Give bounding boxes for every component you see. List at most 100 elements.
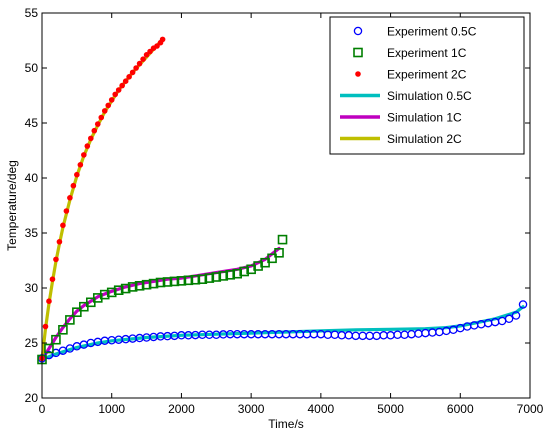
data-point: [99, 289, 110, 300]
data-point: [143, 52, 150, 58]
data-point: [183, 275, 194, 286]
data-point: [70, 182, 77, 189]
data-point: [204, 273, 215, 283]
x-tick-label: 0: [39, 402, 46, 416]
data-point: [65, 315, 75, 325]
data-point: [108, 97, 115, 103]
data-point: [211, 272, 222, 282]
data-point: [63, 208, 70, 214]
series-experiment-1c: [37, 234, 288, 365]
data-point: [176, 276, 187, 286]
data-point: [218, 271, 229, 281]
data-point: [98, 114, 105, 121]
x-axis-label: Time/s: [268, 417, 304, 431]
data-point: [58, 324, 68, 335]
series-layer: [37, 36, 528, 365]
data-point: [67, 195, 73, 201]
data-point: [88, 135, 94, 142]
data-point: [277, 234, 288, 245]
series-experiment-2c: [39, 36, 166, 362]
data-point: [91, 127, 98, 134]
x-tick-label: 1000: [98, 402, 125, 416]
data-point: [147, 48, 153, 55]
data-point: [274, 248, 284, 258]
data-point: [169, 276, 180, 287]
legend-label: Experiment 1C: [387, 46, 467, 60]
legend-label: Experiment 0.5C: [387, 25, 477, 39]
data-point: [148, 278, 159, 289]
data-point: [44, 343, 54, 354]
data-point: [122, 78, 129, 84]
data-point: [72, 307, 82, 318]
data-point: [60, 222, 66, 229]
legend-label: Simulation 1C: [387, 111, 462, 125]
x-tick-label: 2000: [168, 402, 195, 416]
data-point: [159, 36, 166, 43]
x-tick-label: 7000: [517, 402, 544, 416]
data-point: [56, 239, 63, 245]
data-point: [225, 269, 236, 280]
y-tick-label: 20: [25, 391, 39, 405]
x-tick-label: 3000: [238, 402, 265, 416]
y-tick-label: 30: [25, 281, 39, 295]
data-point: [127, 282, 138, 292]
data-point: [105, 102, 112, 109]
data-point: [518, 300, 528, 309]
data-point: [77, 162, 84, 168]
y-tick-label: 25: [25, 336, 39, 350]
legend-swatch: [355, 71, 361, 77]
data-point: [239, 266, 249, 277]
data-point: [133, 65, 139, 71]
series-experiment-0-5c: [37, 300, 528, 363]
y-tick-label: 50: [25, 61, 39, 75]
data-point: [94, 121, 101, 127]
y-axis-label: Temperature/deg: [5, 160, 19, 251]
x-tick-label: 5000: [377, 402, 404, 416]
axis-ticks: 0 1000 2000 3000 4000 5000 6000 7000 20 25 30 35 40 4…: [25, 6, 544, 416]
data-point: [232, 268, 242, 279]
data-point: [113, 285, 124, 296]
data-point: [140, 56, 146, 62]
series-simulation-0-5c: [40, 305, 525, 362]
y-tick-label: 55: [25, 6, 39, 20]
data-point: [162, 277, 173, 287]
series-line: [40, 305, 525, 362]
data-point: [504, 314, 514, 324]
data-point: [115, 87, 122, 93]
data-point: [511, 311, 521, 320]
data-point: [101, 108, 108, 114]
x-tick-label: 6000: [447, 402, 474, 416]
legend-label: Experiment 2C: [387, 68, 467, 82]
data-point: [106, 287, 117, 298]
legend-swatch: [353, 47, 363, 58]
data-point: [155, 277, 166, 288]
data-point: [81, 152, 87, 158]
data-point: [190, 274, 201, 285]
data-point: [141, 279, 152, 290]
legend: Experiment 0.5C Experiment 1C Experiment 2…: [329, 16, 525, 155]
data-point: [126, 74, 132, 80]
plot-frame: [41, 12, 531, 399]
data-point: [120, 283, 131, 294]
x-tick-label: 4000: [308, 402, 335, 416]
data-point: [129, 69, 136, 76]
data-point: [49, 276, 56, 283]
data-point: [119, 82, 125, 89]
y-tick-label: 45: [25, 116, 39, 130]
data-point: [197, 274, 208, 285]
data-point: [46, 298, 52, 305]
legend-box: [329, 16, 525, 155]
legend-swatch: [353, 26, 363, 36]
data-point: [84, 143, 91, 149]
data-point: [112, 91, 118, 98]
data-point: [136, 60, 143, 67]
data-point: [267, 253, 277, 264]
data-point: [53, 256, 59, 263]
data-point: [42, 323, 49, 330]
data-point: [74, 171, 80, 178]
y-tick-label: 40: [25, 171, 39, 185]
legend-label: Simulation 2C: [387, 132, 462, 146]
legend-label: Simulation 0.5C: [387, 89, 472, 103]
